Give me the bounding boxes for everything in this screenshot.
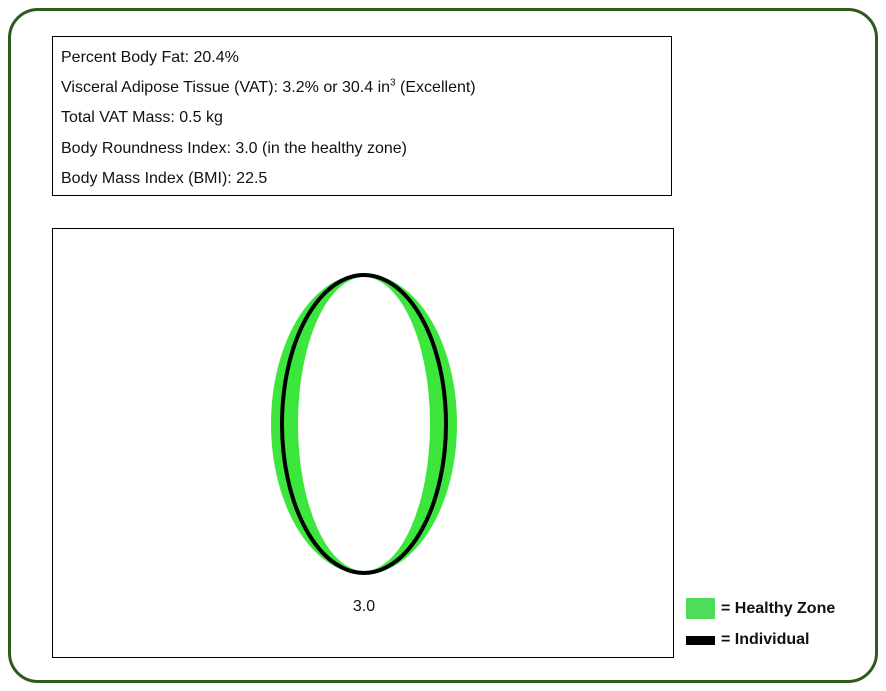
metrics-box: Percent Body Fat: 20.4% Visceral Adipose… — [52, 36, 672, 196]
metric-text: Visceral Adipose Tissue (VAT): 3.2% or 3… — [61, 79, 391, 97]
metric-text: (Excellent) — [395, 79, 476, 97]
individual-shape — [280, 273, 448, 575]
diagram: 3.0 — [52, 228, 674, 658]
legend-item: = Healthy Zone — [686, 598, 835, 619]
legend-label: = Individual — [721, 631, 810, 648]
metric: Total VAT Mass: 0.5 kg — [61, 109, 223, 127]
legend-label: = Healthy Zone — [721, 599, 836, 617]
metric: Body Mass Index (BMI): 22.5 — [61, 169, 268, 187]
superscript: 3 — [390, 77, 396, 89]
metric: Percent Body Fat: 20.4% — [61, 49, 239, 66]
metric: Visceral Adipose Tissue (VAT): 3.2% or 3… — [61, 73, 671, 103]
bri-label: 3.0 — [353, 598, 375, 615]
card-frame — [8, 8, 878, 683]
legend-swatch — [686, 635, 715, 645]
legend-swatch — [686, 598, 715, 619]
metric: Body Roundness Index: 3.0 (in the health… — [61, 139, 407, 157]
healthy-zone-inner — [298, 277, 430, 571]
legend-item: = Individual — [686, 631, 809, 649]
